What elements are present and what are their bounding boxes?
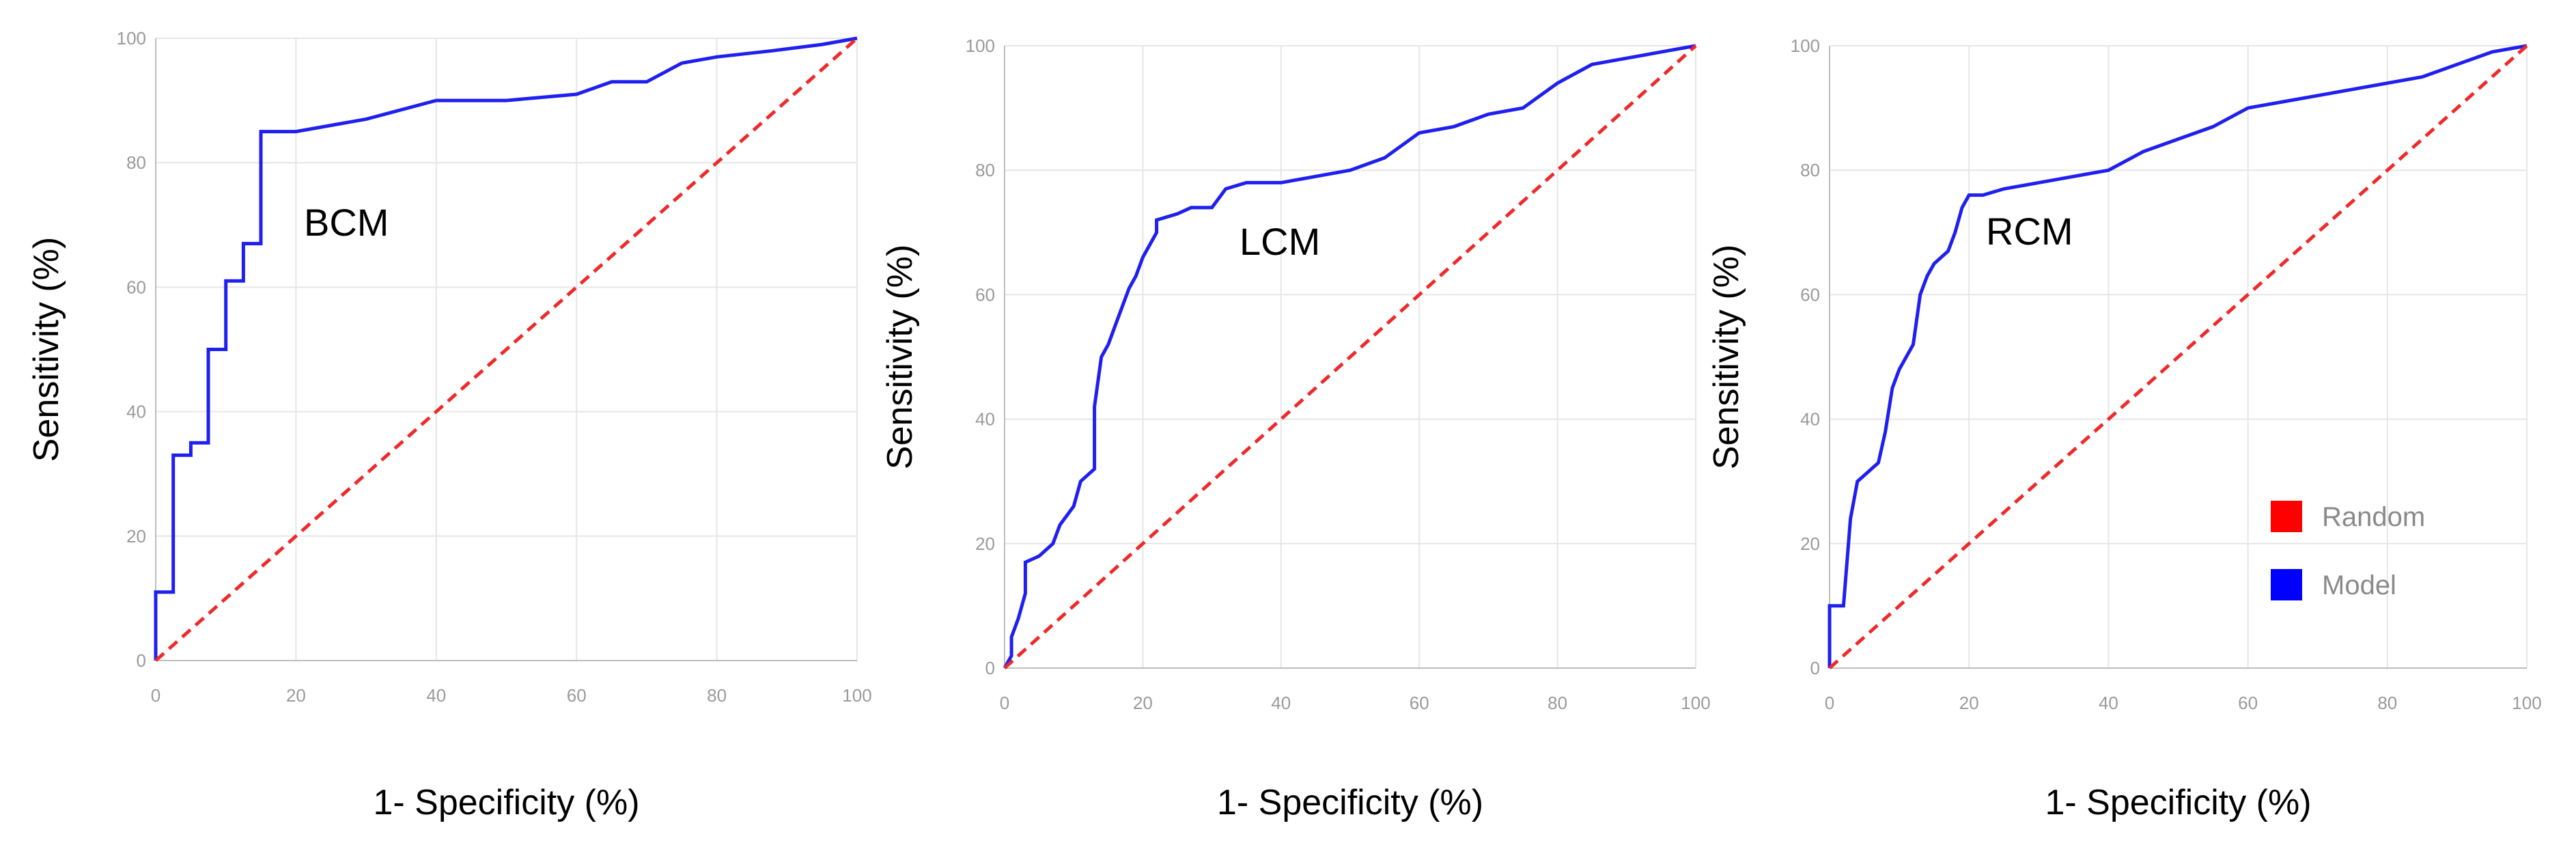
x-tick-label: 80 [1548, 693, 1567, 713]
legend-label-random: Random [2322, 502, 2425, 532]
y-tick-label: 100 [117, 28, 146, 49]
legend: Random Model [2271, 501, 2425, 600]
x-tick-label: 40 [1271, 693, 1291, 713]
x-axis-title: 1- Specificity (%) [373, 783, 639, 822]
y-tick-label: 0 [985, 658, 995, 678]
x-tick-label: 100 [842, 685, 871, 706]
y-axis-title: Sensitivity (%) [1707, 245, 1746, 469]
random-diagonal-line [154, 37, 858, 662]
y-tick-label: 40 [975, 409, 995, 430]
random-diagonal-line [1003, 44, 1697, 669]
x-tick-label: 20 [1959, 693, 1979, 713]
model-roc-curve [1828, 44, 2528, 668]
y-tick-label: 0 [1810, 658, 1820, 678]
x-tick-label: 40 [2099, 693, 2118, 713]
legend-swatch-model [2271, 569, 2302, 600]
model-roc-curve [154, 36, 858, 661]
model-roc-curve [1003, 44, 1696, 669]
y-tick-label: 40 [126, 402, 146, 422]
y-tick-label: 40 [1800, 409, 1820, 430]
y-tick-label: 80 [975, 160, 995, 180]
roc-panel-lcm: 0 20 40 60 80 100 0 20 40 60 80 100 LCM 1- Specificit… [880, 36, 1711, 822]
x-tick-label: 60 [1410, 693, 1429, 713]
x-tick-label: 80 [2377, 693, 2397, 713]
y-tick-label: 20 [126, 526, 146, 546]
y-tick-label: 80 [1800, 160, 1820, 180]
panel-label: LCM [1240, 220, 1320, 263]
y-tick-label: 0 [137, 650, 146, 671]
x-axis-title: 1- Specificity (%) [1217, 783, 1483, 822]
y-tick-label: 20 [975, 534, 995, 554]
legend-swatch-random [2271, 501, 2302, 532]
x-tick-label: 60 [2238, 693, 2258, 713]
y-tick-label: 60 [126, 277, 146, 297]
y-tick-label: 20 [1800, 534, 1820, 554]
roc-panel-bcm: 0 20 40 60 80 100 0 20 40 60 80 100 BCM 1- Specificit… [27, 28, 872, 822]
x-tick-label: 100 [2512, 693, 2541, 713]
y-tick-label: 100 [966, 36, 995, 56]
legend-label-model: Model [2322, 570, 2396, 600]
x-tick-label: 0 [151, 685, 160, 706]
y-tick-label: 60 [1800, 284, 1820, 305]
x-tick-label: 60 [567, 685, 587, 706]
x-tick-label: 40 [426, 685, 446, 706]
y-axis-title: Sensitivity (%) [27, 237, 66, 462]
panel-label: RCM [1986, 210, 2073, 253]
x-tick-label: 0 [1000, 693, 1009, 713]
x-tick-label: 0 [1825, 693, 1834, 713]
random-diagonal-line [1828, 44, 2528, 669]
x-tick-label: 20 [1133, 693, 1153, 713]
roc-panel-rcm: 0 20 40 60 80 100 0 20 40 60 80 100 RCM 1- Specificit… [1707, 36, 2542, 822]
y-tick-label: 100 [1791, 36, 1820, 56]
x-tick-label: 100 [1681, 693, 1710, 713]
y-tick-label: 60 [975, 284, 995, 305]
x-tick-label: 80 [707, 685, 727, 706]
y-tick-label: 80 [126, 152, 146, 173]
y-axis-title: Sensitivity (%) [880, 245, 920, 469]
x-axis-title: 1- Specificity (%) [2045, 783, 2311, 822]
panel-label: BCM [304, 201, 389, 244]
x-tick-label: 20 [286, 685, 306, 706]
